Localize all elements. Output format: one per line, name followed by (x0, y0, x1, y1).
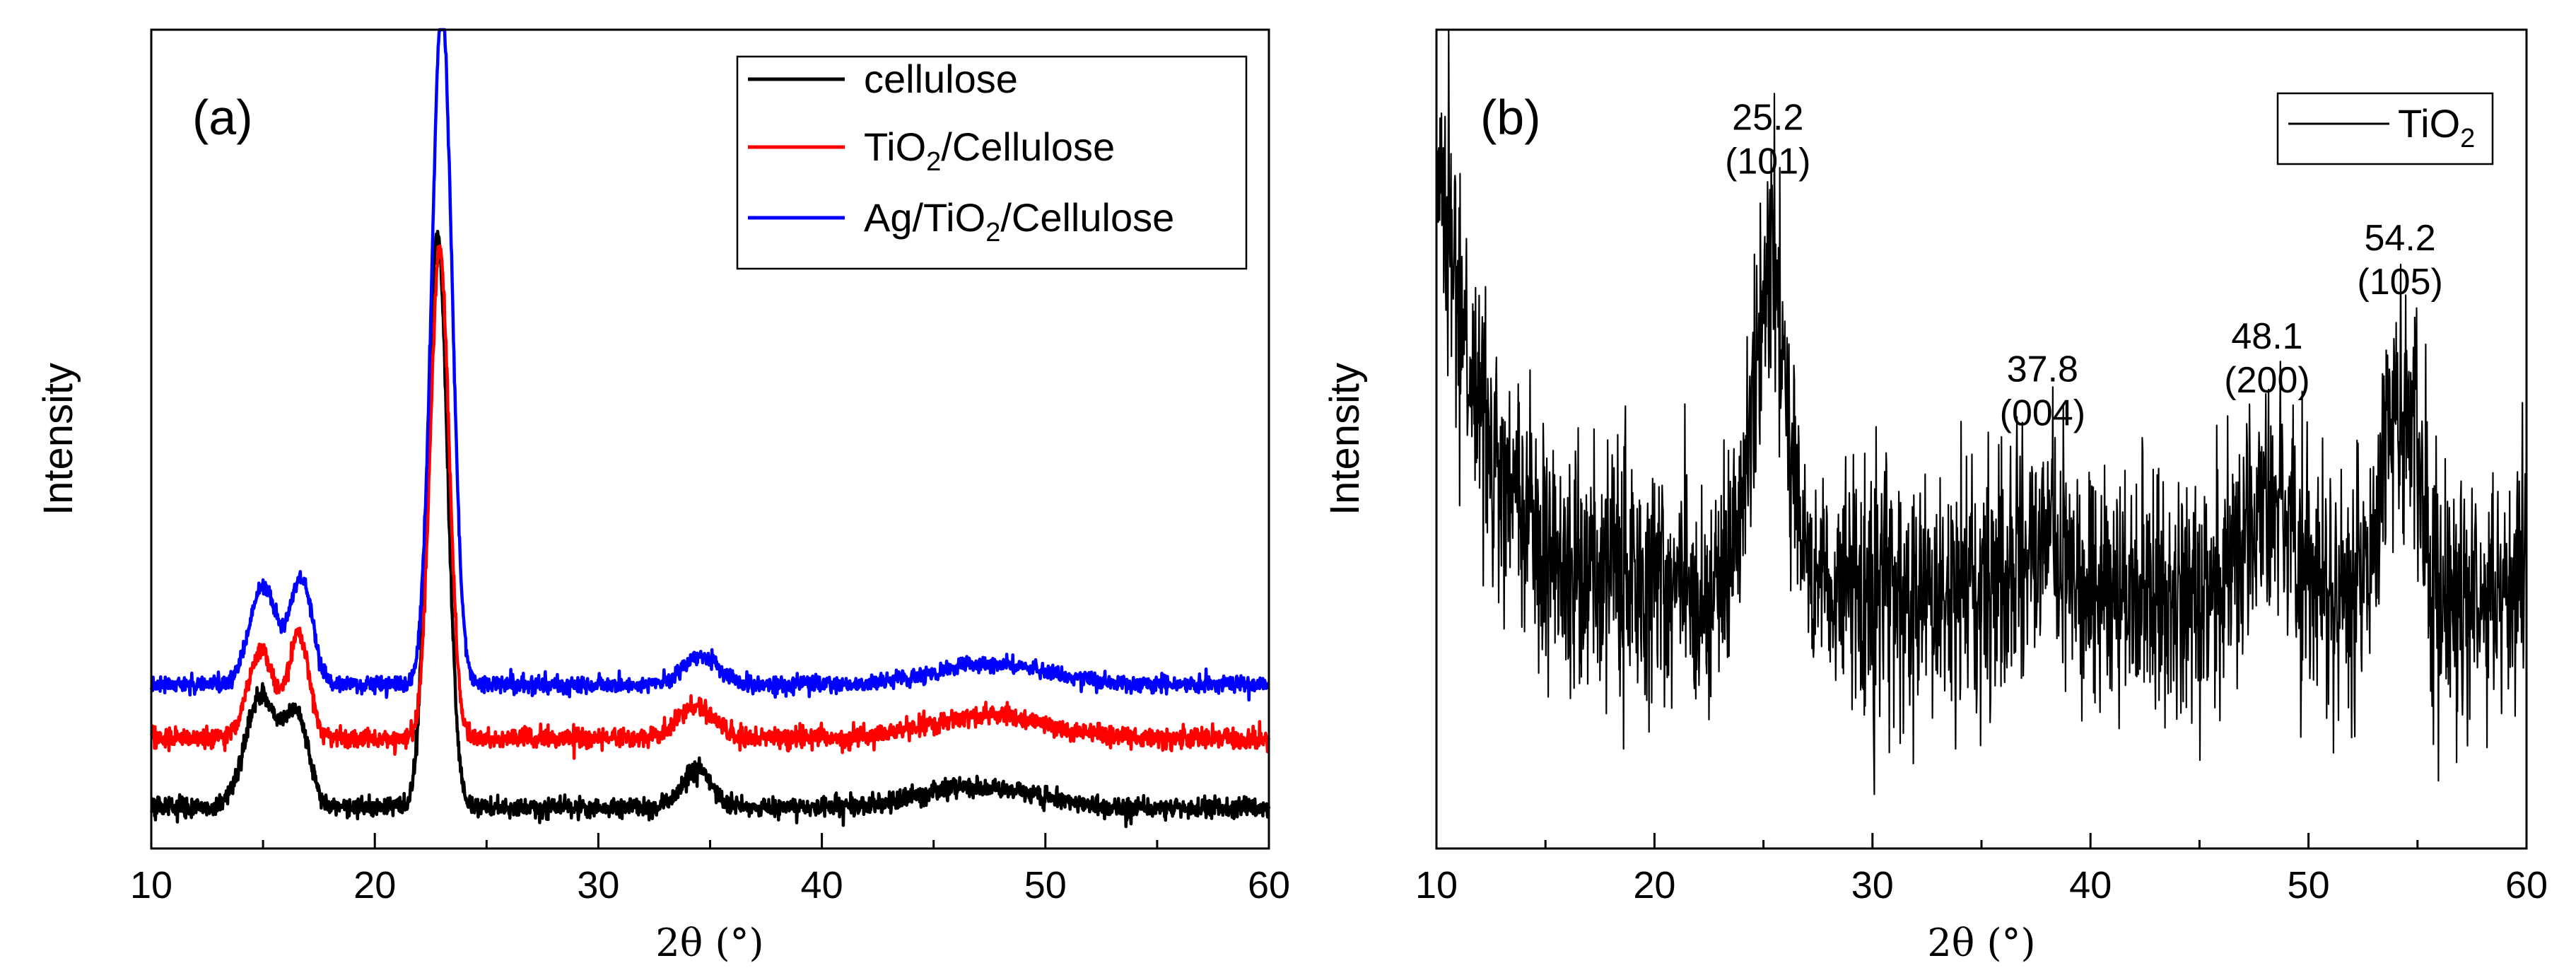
series-group (149, 28, 1271, 829)
peak-miller-index-label: (200) (2224, 360, 2309, 401)
y-axis-title: Intensity (1322, 363, 1368, 515)
x-axis-ticks: 10 20 30 40 50 60 (1415, 833, 2548, 906)
series-line-tio2 (1435, 29, 2528, 795)
x-axis-ticks: 10 20 30 40 50 60 (130, 833, 1290, 906)
chart-panel-b: 10 20 30 40 50 60 25.2(101) 37.8(004) 48.1(200)… (1322, 28, 2548, 965)
legend-label-ag-tio2-cellulose: Ag/TiO2/Cellulose (864, 195, 1174, 247)
peak-miller-index-label: (105) (2357, 262, 2442, 303)
peak-miller-index-label: (004) (2000, 392, 2085, 433)
x-tick-label: 60 (2505, 864, 2548, 906)
x-tick-label: 10 (1415, 864, 1458, 906)
legend-label-tio2: TiO2 (2398, 101, 2475, 153)
x-tick-label: 50 (2288, 864, 2330, 906)
chart-panel-a: 10 20 30 40 50 60 (a) Intensity 2θ (°) cellul… (35, 28, 1290, 965)
peak-miller-index-label: (101) (1725, 141, 1810, 182)
peak-position-label: 54.2 (2365, 218, 2436, 259)
x-tick-label: 50 (1024, 864, 1067, 906)
legend: TiO2 (2276, 92, 2494, 165)
x-tick-label: 40 (801, 864, 843, 906)
x-tick-label: 30 (1851, 864, 1894, 906)
legend-part: TiO (2398, 101, 2460, 146)
peak-position-label: 25.2 (1732, 97, 1803, 138)
legend-subscript: 2 (2460, 124, 2475, 153)
series-group (1435, 29, 2528, 795)
peak-position-label: 48.1 (2231, 316, 2302, 357)
legend-part: cellulose (864, 57, 1018, 101)
legend-box (736, 55, 1248, 270)
y-axis-title: Intensity (35, 363, 81, 515)
legend-label-tio2-cellulose: TiO2/Cellulose (864, 124, 1115, 177)
x-tick-label: 10 (130, 864, 172, 906)
legend-label-cellulose: cellulose (864, 57, 1018, 101)
series-line-ag-tio2-cellulose (149, 28, 1270, 702)
x-tick-label: 20 (1633, 864, 1675, 906)
legend: cellulose TiO2/Cellulose Ag/TiO2/Cellulo… (736, 55, 1248, 270)
x-tick-label: 30 (577, 864, 619, 906)
x-axis-title: 2θ (°) (1927, 921, 2035, 965)
legend-part: TiO (864, 124, 926, 169)
legend-part: /Cellulose (941, 124, 1115, 169)
series-line-cellulose (149, 229, 1271, 829)
legend-subscript: 2 (926, 147, 941, 177)
legend-box (2276, 92, 2494, 165)
legend-subscript: 2 (985, 218, 1000, 247)
x-tick-label: 40 (2069, 864, 2112, 906)
series-line-tio2-cellulose (149, 244, 1271, 760)
panel-label: (a) (192, 90, 253, 145)
peak-annotations: 25.2(101) 37.8(004) 48.1(200) 54.2(105) (1725, 97, 2443, 433)
legend-part: Ag/TiO (864, 195, 985, 240)
x-tick-label: 20 (353, 864, 396, 906)
x-axis-title: 2θ (°) (655, 921, 763, 965)
x-tick-label: 60 (1248, 864, 1290, 906)
peak-position-label: 37.8 (2007, 349, 2078, 390)
legend-part: /Cellulose (1000, 195, 1174, 240)
panel-label: (b) (1480, 90, 1541, 145)
